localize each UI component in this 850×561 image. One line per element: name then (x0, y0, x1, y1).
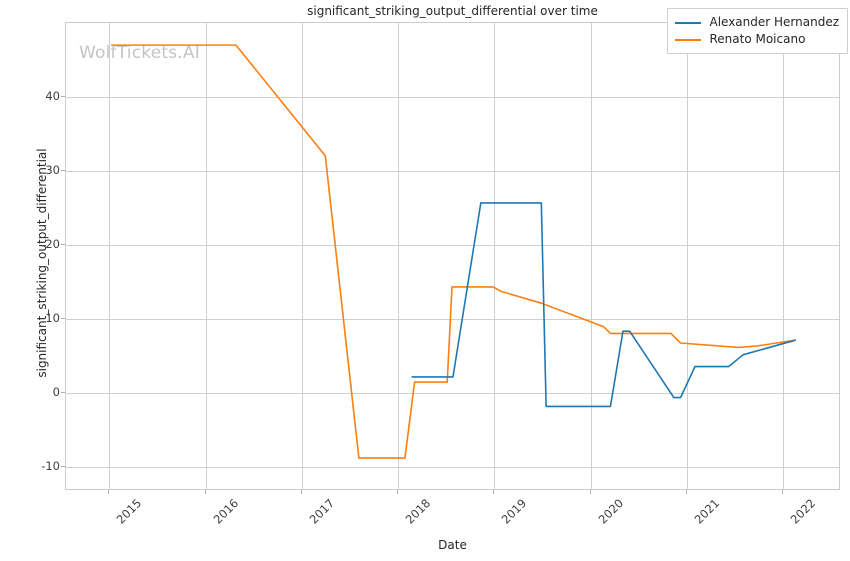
x-tick-label: 2020 (595, 496, 626, 527)
x-axis-ticks: 2015 2016 2017 2018 2019 2020 2021 2022 (0, 490, 850, 550)
x-tick-mark (300, 490, 302, 494)
y-tick-mark (61, 392, 65, 394)
y-tick-label: 0 (52, 385, 60, 400)
gridline-horizontal (66, 245, 839, 247)
chart-legend: Alexander Hernandez Renato Moicano (667, 8, 848, 54)
legend-label: Renato Moicano (709, 32, 806, 46)
y-tick-label: 20 (45, 237, 60, 252)
plot-lines (111, 44, 797, 459)
x-tick-mark (108, 490, 110, 494)
chart-title: significant_striking_output_differential… (307, 4, 598, 18)
x-tick-label: 2019 (498, 496, 530, 527)
y-tick-mark (61, 318, 65, 320)
legend-item[interactable]: Renato Moicano (675, 31, 839, 48)
y-tick-label: 30 (45, 163, 60, 178)
y-tick-label: 10 (45, 311, 60, 326)
x-tick-mark (589, 490, 591, 494)
y-axis-ticks: -10 0 10 20 30 40 (0, 22, 65, 490)
y-tick-label: -10 (41, 459, 60, 474)
y-tick-mark (61, 466, 65, 468)
x-tick-label: 2022 (787, 496, 819, 527)
gridline-horizontal (66, 97, 839, 99)
gridline-vertical (205, 23, 207, 489)
gridline-vertical (590, 23, 592, 489)
gridline-vertical (783, 23, 785, 489)
x-tick-label: 2021 (691, 496, 723, 527)
x-tick-label: 2016 (210, 496, 241, 527)
gridline-horizontal (66, 467, 839, 469)
gridline-vertical (301, 23, 303, 489)
series-line (111, 44, 796, 459)
legend-color-swatch (675, 21, 702, 24)
y-tick-mark (61, 244, 65, 246)
gridline-vertical (109, 23, 111, 489)
gridline-horizontal (66, 171, 839, 173)
gridline-horizontal (66, 319, 839, 321)
x-tick-label: 2018 (402, 496, 434, 527)
plot-area: WolfTickets.AI (65, 22, 840, 490)
gridline-vertical (398, 23, 400, 489)
legend-color-swatch (675, 38, 702, 41)
y-tick-label: 40 (45, 89, 60, 104)
x-tick-mark (685, 490, 687, 494)
gridline-vertical (686, 23, 688, 489)
x-tick-mark (397, 490, 399, 494)
x-tick-mark (493, 490, 495, 494)
x-tick-mark (204, 490, 206, 494)
x-axis-label: Date (438, 538, 467, 552)
x-tick-label: 2017 (306, 496, 338, 527)
gridline-horizontal (66, 393, 839, 395)
y-tick-mark (61, 170, 65, 172)
x-tick-label: 2015 (113, 496, 145, 527)
x-tick-mark (782, 490, 784, 494)
legend-label: Alexander Hernandez (709, 15, 839, 29)
y-tick-mark (61, 96, 65, 98)
legend-item[interactable]: Alexander Hernandez (675, 14, 839, 31)
gridline-vertical (494, 23, 496, 489)
series-line (411, 202, 797, 408)
